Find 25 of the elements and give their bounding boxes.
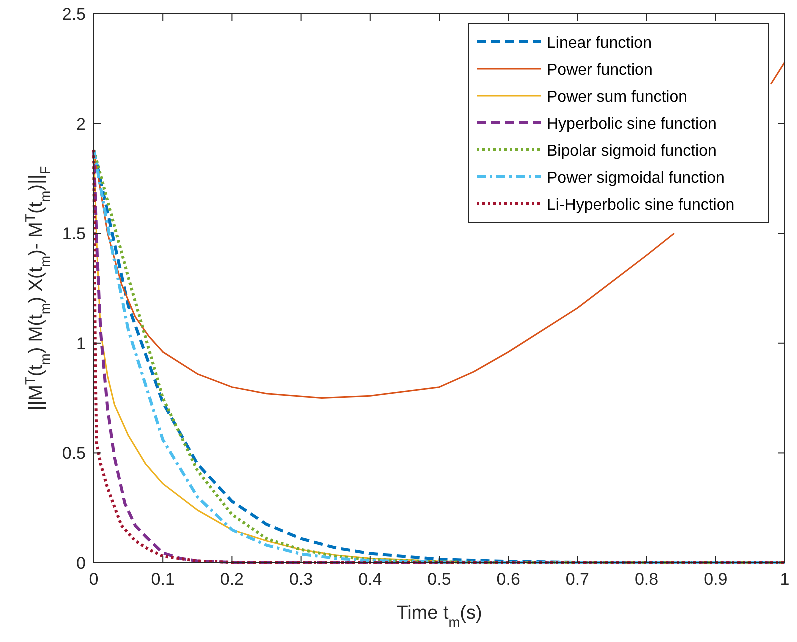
- legend-label: Power sum function: [547, 89, 688, 106]
- y-tick-label: 2: [76, 114, 86, 134]
- legend-label: Power function: [547, 62, 653, 79]
- legend-label: Bipolar sigmoid function: [547, 143, 717, 160]
- x-axis-title: Time t$_{m}$(s): [396, 603, 482, 630]
- legend-label: Power sigmoidal function: [547, 170, 725, 187]
- x-tick-label: 0.6: [496, 570, 520, 589]
- legend-label: Li-Hyperbolic sine function: [547, 197, 735, 214]
- y-tick-label: 0.5: [62, 444, 86, 464]
- x-tick-label: 1: [780, 570, 790, 589]
- x-tick-label: 0.9: [704, 570, 728, 589]
- y-tick-label: 2.5: [62, 5, 86, 24]
- y-tick-label: 1.5: [62, 224, 86, 244]
- x-tick-label: 0.7: [566, 570, 590, 589]
- x-tick-label: 0.8: [634, 570, 659, 589]
- y-tick-label: 0: [76, 554, 86, 573]
- legend-label: Linear function: [547, 35, 652, 52]
- x-tick-label: 0.2: [220, 570, 244, 589]
- y-tick-label: 1: [76, 334, 86, 354]
- x-tick-label: 0: [89, 570, 99, 589]
- legend-label: Hyperbolic sine function: [547, 116, 717, 133]
- x-tick-label: 0.5: [428, 570, 452, 589]
- x-tick-label: 0.3: [289, 570, 314, 589]
- x-tick-label: 0.1: [151, 570, 175, 589]
- x-tick-label: 0.4: [358, 570, 382, 589]
